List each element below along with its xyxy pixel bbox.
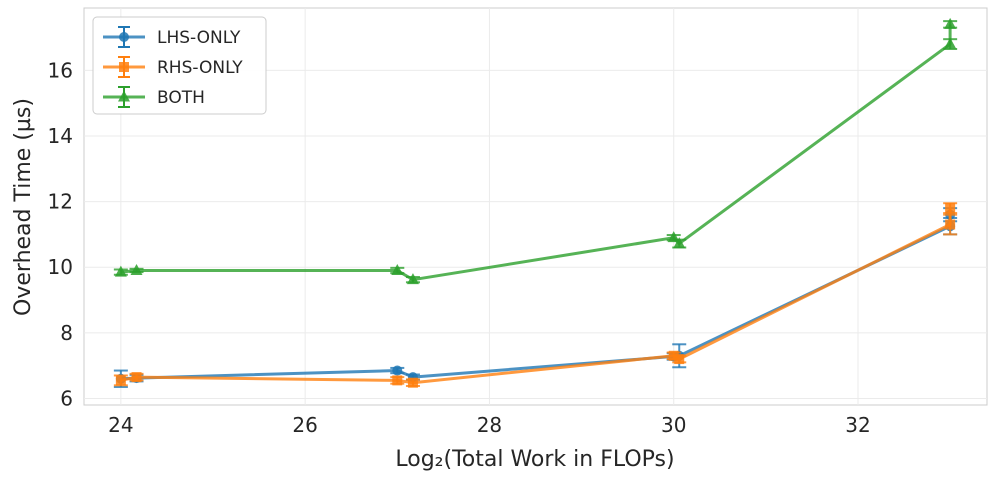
legend-box [92,16,267,115]
data-point [130,263,143,275]
data-point [945,203,956,214]
data-point [131,372,142,383]
legend-item-both: BOTH [103,86,205,108]
y-tick-label: 16 [48,58,73,82]
y-axis-label: Overhead Time (µs) [11,98,36,316]
x-tick-label: 28 [477,413,502,437]
x-tick-label: 26 [292,413,317,437]
data-point [674,354,685,365]
series-rhs-only [113,202,958,388]
series-line [120,208,952,385]
legend-item-lhs-only: LHS-ONLY [103,26,241,48]
x-axis-ticks: 24 26 28 30 32 [108,413,871,437]
data-point [392,375,403,386]
legend-label: RHS-ONLY [157,58,243,78]
legend-marker [118,90,130,102]
data-point [673,237,686,249]
data-point [114,265,127,277]
y-tick-label: 10 [48,255,73,279]
series-layer [113,17,958,388]
series-line [120,24,952,282]
data-point [115,375,126,386]
legend-item-rhs-only: RHS-ONLY [103,56,243,78]
x-tick-label: 24 [108,413,133,437]
y-tick-label: 8 [60,321,73,345]
data-point [406,273,419,285]
legend-marker [119,32,129,42]
data-point [391,263,404,275]
x-tick-label: 30 [661,413,686,437]
x-axis-label: Log₂(Total Work in FLOPs) [395,447,674,472]
y-tick-label: 14 [48,124,73,148]
legend-label: LHS-ONLY [157,28,241,48]
series-both [113,17,958,285]
y-axis-ticks: 6 8 10 12 14 16 [48,58,73,410]
x-tick-label: 32 [845,413,870,437]
y-tick-label: 6 [60,386,73,410]
legend-label: BOTH [157,88,205,108]
grid-lines [84,8,987,405]
legend: LHS-ONLY RHS-ONLY BOTH [92,16,267,115]
data-point [407,377,418,388]
legend-marker [119,62,129,72]
data-point [944,37,957,49]
y-tick-label: 12 [48,190,73,214]
data-point [944,17,957,29]
data-point [392,365,403,376]
data-point [945,219,956,230]
